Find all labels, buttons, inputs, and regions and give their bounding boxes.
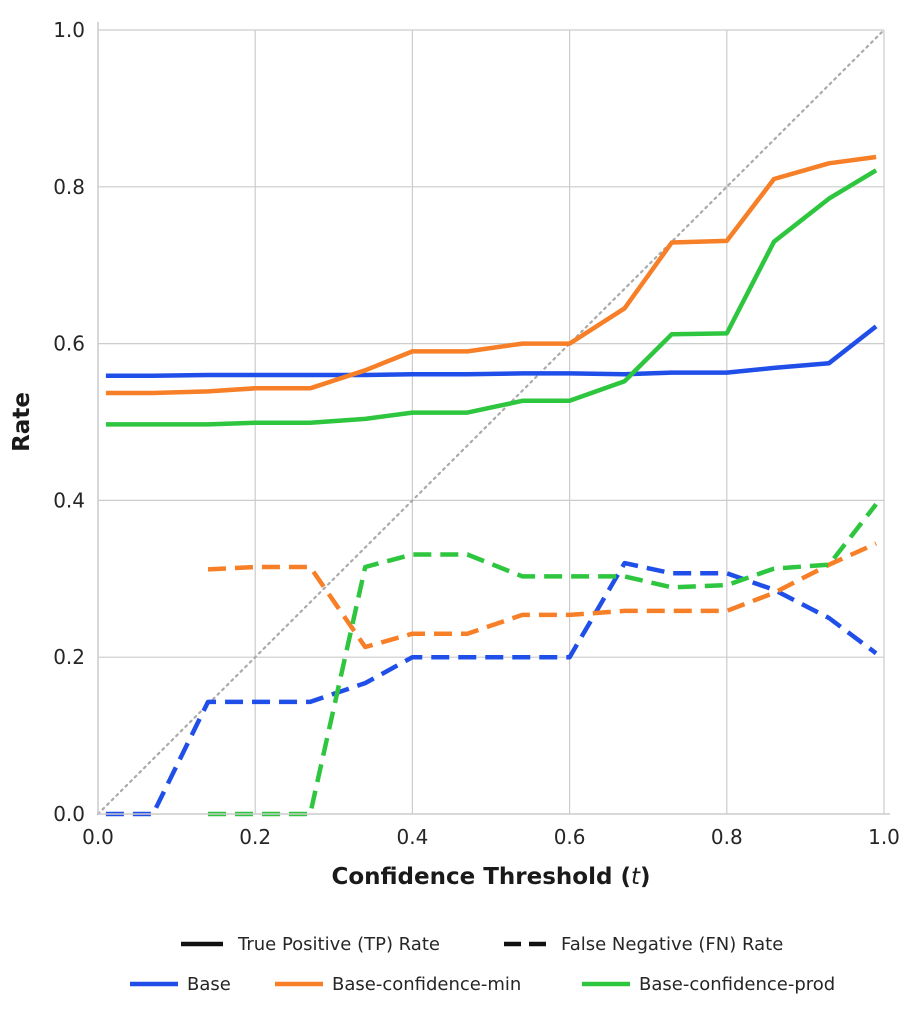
y-tick-label: 0.6	[53, 332, 85, 356]
x-axis-label-close: )	[640, 864, 651, 890]
legend-label-style: False Negative (FN) Rate	[561, 934, 783, 955]
x-tick-label: 0.0	[82, 825, 114, 849]
y-tick-label: 1.0	[53, 18, 85, 42]
legend-label-style: True Positive (TP) Rate	[237, 934, 440, 955]
x-tick-label: 0.4	[396, 825, 428, 849]
y-tick-label: 0.2	[53, 645, 85, 669]
x-tick-label: 1.0	[868, 825, 900, 849]
series-line-base-confidence-prod-fn	[208, 502, 878, 817]
legend-label-model: Base-confidence-prod	[639, 974, 835, 995]
x-tick-label: 0.6	[554, 825, 586, 849]
legend-label-model: Base-confidence-min	[332, 974, 521, 995]
series-line-base-tp	[105, 324, 878, 378]
diagonal-reference-line	[96, 28, 886, 816]
axes-spines	[97, 22, 890, 815]
x-axis-label-variable: t	[631, 864, 641, 890]
y-axis-label: Rate	[9, 392, 35, 452]
y-tick-label: 0.4	[53, 488, 85, 512]
y-tick-label: 0.0	[53, 802, 85, 826]
y-axis-ticks: 0.0 0.2 0.4 0.6 0.8 1.0	[53, 18, 85, 826]
series-line-base-fn	[105, 560, 878, 817]
legend-label-model: Base	[187, 974, 231, 995]
x-tick-label: 0.8	[711, 825, 743, 849]
series-line-base-confidence-min-tp	[105, 154, 877, 396]
x-axis-label-text: Confidence Threshold (	[331, 864, 631, 890]
series-line-base-confidence-prod-tp	[105, 168, 878, 427]
x-tick-label: 0.2	[239, 825, 271, 849]
series-group	[105, 154, 878, 817]
legend: True Positive (TP) Rate False Negative (F…	[130, 934, 835, 995]
x-axis-label: Confidence Threshold (t)	[331, 864, 650, 890]
x-axis-ticks: 0.0 0.2 0.4 0.6 0.8 1.0	[82, 825, 900, 849]
series-line-base-confidence-min-fn	[207, 541, 878, 650]
y-tick-label: 0.8	[53, 175, 85, 199]
